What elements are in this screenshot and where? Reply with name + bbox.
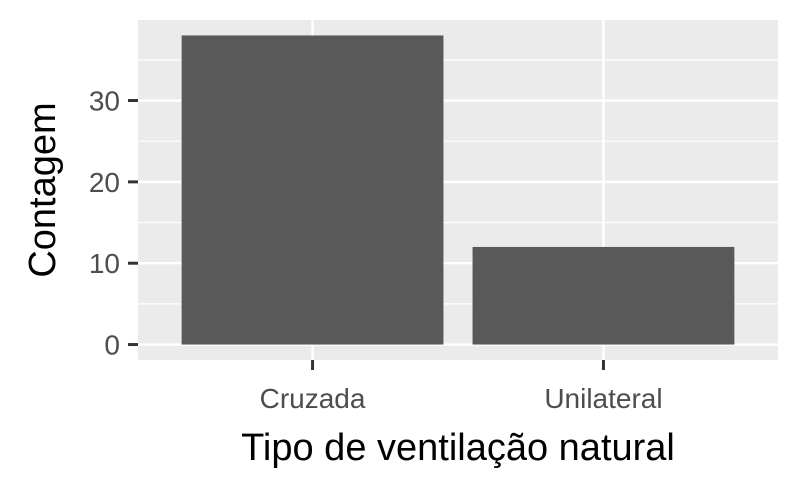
bar-unilateral [473,247,735,345]
y-axis-title: Contagem [22,102,64,277]
x-tick-label-0: Cruzada [260,383,366,414]
y-tick-label-2: 20 [89,167,120,198]
y-tick-label-3: 30 [89,86,120,117]
x-tick-label-1: Unilateral [544,383,662,414]
bar-cruzada [182,35,444,344]
y-tick-label-1: 10 [89,248,120,279]
x-axis-title: Tipo de ventilação natural [241,427,675,469]
y-tick-label-0: 0 [104,330,120,361]
